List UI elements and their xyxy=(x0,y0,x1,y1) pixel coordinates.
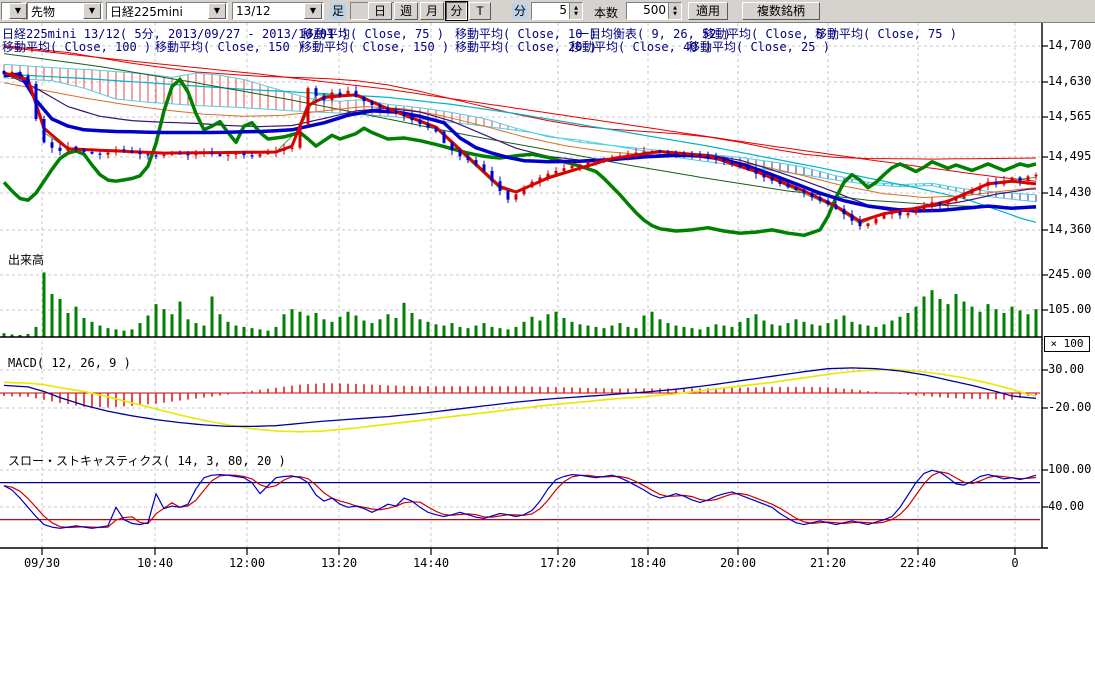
timeframe-month-button[interactable]: 月 xyxy=(420,2,444,20)
bars-spinner-value[interactable]: 500 xyxy=(643,3,666,17)
legend-item: 移動平均( Close, 150 ) xyxy=(155,40,305,54)
x-axis-tick-label: 10:40 xyxy=(136,556,174,570)
legend-item: 一目均衡表( 9, 26, 52 ) xyxy=(577,27,731,41)
y-axis-tick-label: 14,495 xyxy=(1048,149,1092,163)
y-axis-tick-label: 14,565 xyxy=(1048,109,1092,123)
x-axis-tick-label: 18:40 xyxy=(629,556,667,570)
toolbar: ▼ 先物 ▼ 日経225mini ▼ 13/12 ▼ 足 1 ▲▼ 日 週 月 … xyxy=(0,0,1095,23)
category-combo[interactable]: 先物 ▼ xyxy=(27,2,103,20)
timeframe-week-button[interactable]: 週 xyxy=(394,2,418,20)
contract-combo[interactable]: 13/12 ▼ xyxy=(232,2,324,20)
y-axis-tick-label: 100.00 xyxy=(1048,462,1092,476)
category-combo-value: 先物 xyxy=(31,4,56,19)
apply-button[interactable]: 適用 xyxy=(688,2,728,20)
minute-spinner[interactable]: 5 ▲ ▼ xyxy=(531,2,583,20)
stoch-panel-title: スロー・ストキャスティクス( 14, 3, 80, 20 ) xyxy=(8,454,286,468)
y-axis-tick-label: 245.00 xyxy=(1048,267,1092,281)
legend-item: 移動平均( Close, 20 ) xyxy=(455,40,597,54)
legend-item: 移動平均( Close, 10 ) xyxy=(455,27,597,41)
spinner-arrows-icon[interactable]: ▲ ▼ xyxy=(569,3,582,19)
y-axis-tick-label: 30.00 xyxy=(1048,362,1085,376)
minute-label: 分 xyxy=(512,3,529,19)
x-axis-tick-label: 22:40 xyxy=(899,556,937,570)
legend-item: 移動平均( Close, 5 ) xyxy=(703,27,838,41)
bars-label: 本数 xyxy=(594,6,619,20)
contract-combo-value: 13/12 xyxy=(236,4,271,18)
x-axis-tick-label: 12:00 xyxy=(228,556,266,570)
legend-item: 移動平均( Close, 75 ) xyxy=(302,27,444,41)
legend-item: 移動平均( Close, 25 ) xyxy=(688,40,830,54)
y-axis-tick-label: 14,430 xyxy=(1048,185,1092,199)
chevron-down-icon[interactable]: ▼ xyxy=(304,3,322,19)
y-axis-tick-label: 14,700 xyxy=(1048,38,1092,52)
symbol-combo[interactable]: 日経225mini ▼ xyxy=(106,2,228,20)
y-axis-tick-label: 105.00 xyxy=(1048,302,1092,316)
x-axis-tick-label: 13:20 xyxy=(320,556,358,570)
timeframe-minute-button[interactable]: 分 xyxy=(445,1,468,21)
spinner-arrows-icon[interactable]: ▲ ▼ xyxy=(668,3,681,19)
x-axis-tick-label: 17:20 xyxy=(539,556,577,570)
legend-item: 移動平均( Close, 150 ) xyxy=(300,40,450,54)
legend-item: 移動平均( Close, 40 ) xyxy=(570,40,712,54)
y-axis-tick-label: 14,630 xyxy=(1048,74,1092,88)
x-axis-tick-label: 21:20 xyxy=(809,556,847,570)
x-axis-tick-label: 14:40 xyxy=(412,556,450,570)
legend-item: 日経225mini 13/12( 5分, 2013/09/27 - 2013/1… xyxy=(2,27,349,41)
y-axis-tick-label: -20.00 xyxy=(1048,400,1092,414)
chevron-down-icon[interactable]: ▼ xyxy=(208,3,226,19)
timeframe-tick-button[interactable]: T xyxy=(469,2,491,20)
macd-panel-title: MACD( 12, 26, 9 ) xyxy=(8,356,131,370)
y-axis-tick-label: 14,360 xyxy=(1048,222,1092,236)
x-axis-tick-label: 0 xyxy=(1011,556,1019,570)
legend-item: 移動平均( Close, 75 ) xyxy=(815,27,957,41)
chevron-down-icon[interactable]: ▼ xyxy=(83,3,101,19)
symbol-combo-value: 日経225mini xyxy=(110,4,183,19)
timeframe-day-button[interactable]: 日 xyxy=(368,2,392,20)
volume-panel-title: 出来高 xyxy=(8,253,45,267)
multi-symbol-button[interactable]: 複数銘柄 xyxy=(742,2,820,20)
y-axis-tick-label: 40.00 xyxy=(1048,499,1085,513)
ashi-label: 足 xyxy=(330,3,347,19)
minute-spinner-value[interactable]: 5 xyxy=(559,3,567,17)
x-axis-tick-label: 20:00 xyxy=(719,556,757,570)
volume-multiplier-badge: × 100 xyxy=(1044,336,1090,352)
mini-combo[interactable]: ▼ xyxy=(1,2,27,20)
chevron-down-icon[interactable]: ▼ xyxy=(9,3,27,19)
x-axis-tick-label: 09/30 xyxy=(23,556,61,570)
legend-item: 移動平均( Close, 100 ) xyxy=(2,40,152,54)
bars-spinner[interactable]: 500 ▲ ▼ xyxy=(626,2,682,20)
